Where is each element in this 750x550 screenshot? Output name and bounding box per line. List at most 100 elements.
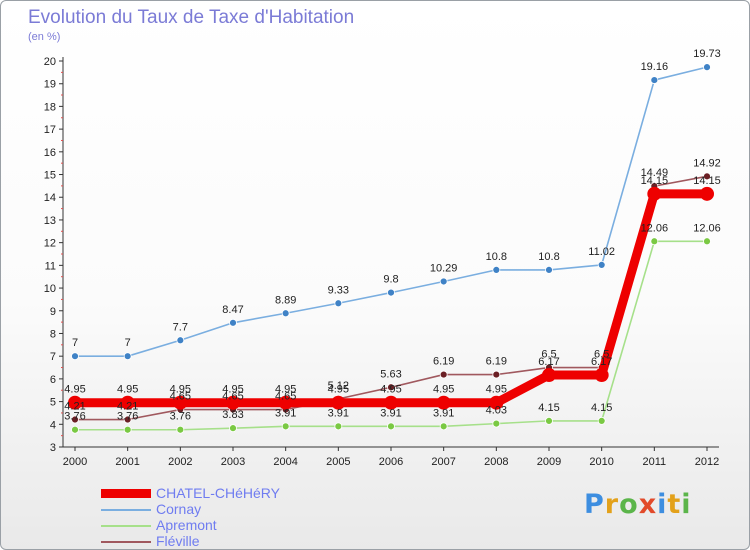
x-tick-label: 2010 — [589, 456, 613, 468]
data-label-apremont: 3.83 — [222, 409, 243, 421]
y-tick-label: 12 — [44, 238, 56, 250]
x-tick-label: 2009 — [537, 456, 561, 468]
data-point-cornay — [439, 277, 448, 286]
logo-letter: o — [619, 489, 639, 520]
data-point-cornay — [229, 318, 237, 327]
data-point-apremont — [123, 425, 132, 434]
y-tick-label: 10 — [44, 283, 56, 295]
data-point-fleville — [71, 415, 79, 424]
data-point-cornay — [597, 260, 606, 269]
y-tick-label: 7 — [50, 351, 56, 363]
data-point-chatel-chehery — [331, 395, 346, 410]
data-point-cornay — [334, 299, 343, 308]
legend-label: CHATEL-CHéHéRY — [156, 485, 280, 501]
data-label-chatel-chehery: 4.95 — [170, 384, 191, 396]
data-label-fleville: 6.19 — [433, 356, 454, 368]
legend-label: Apremont — [156, 517, 217, 533]
y-tick-label: 20 — [44, 56, 56, 68]
logo-letter: r — [604, 489, 620, 520]
data-label-apremont: 4.15 — [591, 402, 612, 414]
data-point-apremont — [439, 422, 448, 431]
data-point-cornay — [176, 336, 185, 345]
legend-item-apremont: Apremont — [101, 517, 361, 533]
data-label-apremont: 3.91 — [380, 407, 401, 419]
data-label-chatel-chehery: 4.95 — [117, 384, 138, 396]
data-point-chatel-chehery — [594, 368, 609, 383]
data-label-chatel-chehery: 4.95 — [328, 384, 349, 396]
x-tick-label: 2004 — [273, 456, 297, 468]
x-tick-label: 2005 — [326, 456, 350, 468]
data-point-cornay — [387, 288, 395, 297]
data-label-fleville: 4.65 — [170, 391, 191, 403]
x-tick-label: 2011 — [643, 456, 667, 468]
data-point-cornay — [71, 352, 79, 361]
data-label-cornay: 7.7 — [173, 321, 188, 333]
y-tick-label: 4 — [50, 419, 56, 431]
legend-item-chatel-chehery: CHATEL-CHéHéRY — [101, 485, 361, 501]
x-tick-label: 2006 — [379, 456, 403, 468]
x-tick-label: 2002 — [168, 456, 192, 468]
legend-swatch — [101, 525, 151, 527]
data-point-apremont — [176, 425, 185, 434]
legend-swatch — [101, 541, 151, 543]
data-point-chatel-chehery — [647, 186, 662, 201]
data-point-chatel-chehery — [278, 395, 293, 410]
data-point-fleville — [123, 415, 132, 424]
data-label-chatel-chehery: 4.95 — [380, 384, 401, 396]
data-label-fleville: 5.63 — [380, 368, 401, 380]
data-label-cornay: 10.8 — [486, 251, 507, 263]
data-point-chatel-chehery — [436, 395, 451, 410]
data-label-apremont: 12.06 — [641, 222, 669, 234]
data-label-cornay: 19.73 — [693, 48, 721, 60]
y-tick-label: 18 — [44, 101, 56, 113]
legend-label: Cornay — [156, 501, 202, 517]
y-tick-label: 6 — [50, 374, 56, 386]
y-tick-label: 11 — [45, 260, 56, 272]
data-label-apremont: 3.91 — [328, 407, 349, 419]
data-point-cornay — [703, 63, 711, 72]
x-tick-label: 2000 — [63, 456, 87, 468]
data-point-chatel-chehery — [489, 395, 504, 410]
y-tick-label: 13 — [44, 215, 56, 227]
data-label-fleville: 4.21 — [64, 401, 85, 413]
data-point-fleville — [492, 370, 501, 379]
data-label-cornay: 8.89 — [275, 294, 296, 306]
data-label-chatel-chehery: 6.17 — [591, 356, 612, 368]
x-tick-label: 2008 — [484, 456, 508, 468]
y-tick-label: 17 — [44, 124, 56, 136]
data-label-fleville: 5.12 — [328, 380, 349, 392]
logo-letter: t — [667, 489, 682, 520]
data-point-apremont — [229, 424, 237, 433]
data-label-fleville: 4.65 — [222, 391, 243, 403]
x-tick-label: 2001 — [115, 456, 139, 468]
data-label-fleville: 4.21 — [117, 401, 138, 413]
data-label-cornay: 9.33 — [328, 284, 349, 296]
proxiti-logo: Proxiti — [584, 489, 692, 520]
y-tick-label: 9 — [50, 306, 56, 318]
data-label-chatel-chehery: 4.95 — [64, 384, 85, 396]
x-tick-label: 2012 — [695, 456, 719, 468]
data-point-apremont — [71, 425, 79, 434]
legend-swatch — [101, 509, 151, 511]
logo-letter: P — [584, 489, 605, 520]
data-point-fleville — [387, 383, 395, 392]
data-label-apremont: 4.03 — [486, 405, 507, 417]
data-label-cornay: 9.8 — [383, 274, 398, 286]
data-point-apremont — [334, 422, 343, 431]
data-point-apremont — [387, 422, 395, 431]
data-point-apremont — [597, 416, 606, 425]
data-label-apremont: 3.91 — [275, 407, 296, 419]
data-point-chatel-chehery — [542, 368, 556, 383]
data-label-cornay: 10.8 — [538, 251, 559, 263]
unit-label: (en %) — [28, 31, 61, 43]
data-point-apremont — [703, 237, 711, 246]
data-point-cornay — [281, 309, 290, 318]
y-tick-label: 8 — [50, 328, 56, 340]
data-label-apremont: 3.76 — [170, 411, 191, 423]
data-label-chatel-chehery: 4.95 — [275, 384, 296, 396]
series-line-cornay — [74, 66, 708, 357]
data-label-cornay: 11.02 — [588, 246, 615, 258]
data-point-apremont — [492, 419, 501, 428]
data-label-apremont: 3.76 — [117, 411, 138, 423]
